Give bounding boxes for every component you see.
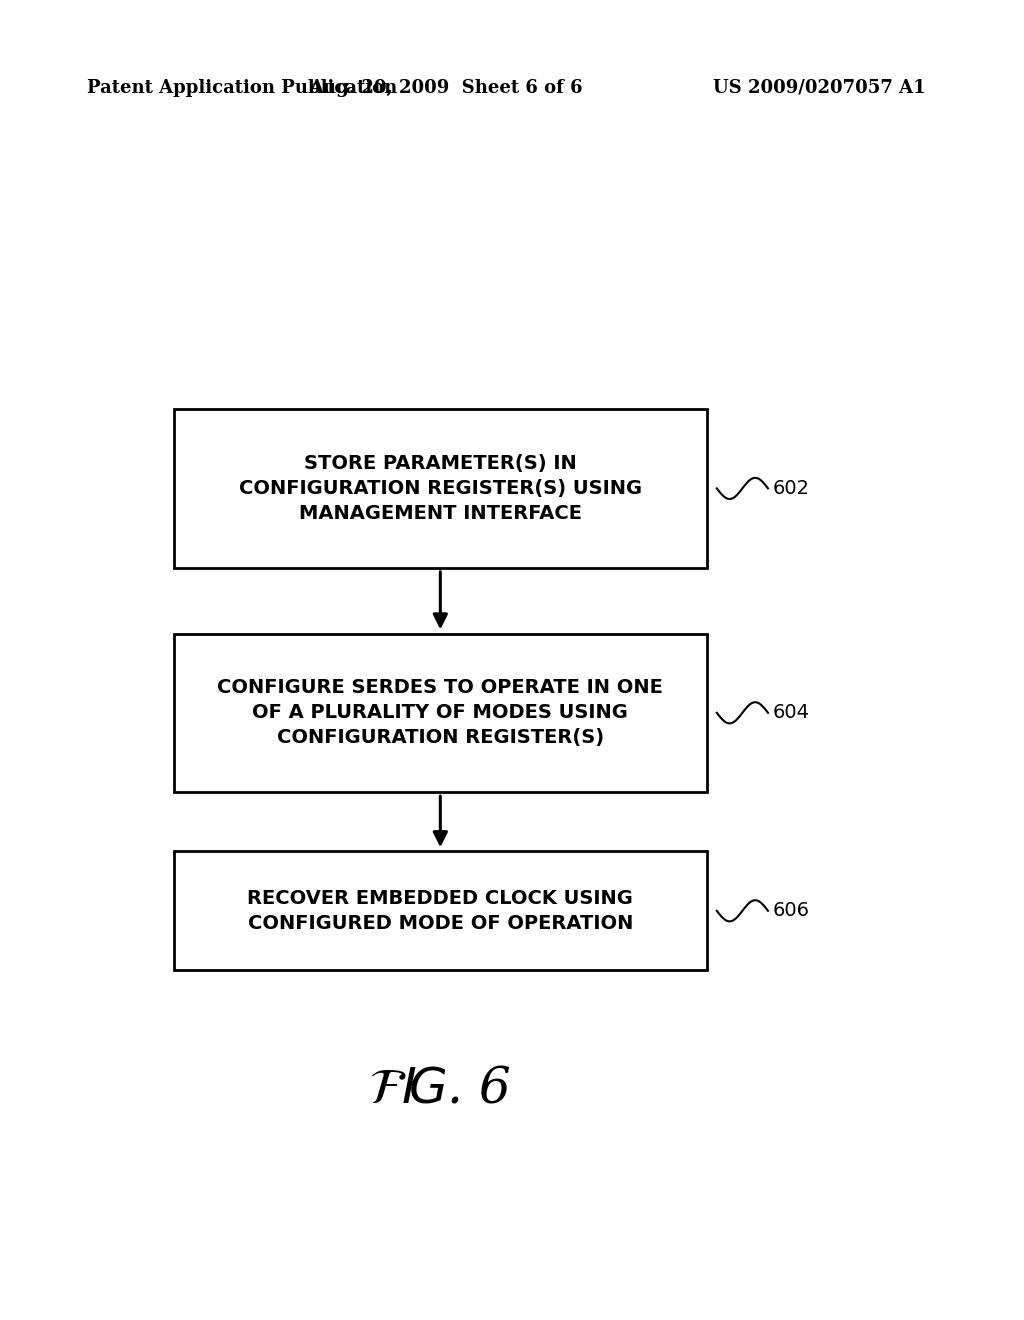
Text: $\mathcal{F}$$I\!G$. 6: $\mathcal{F}$$I\!G$. 6 bbox=[370, 1064, 511, 1114]
Text: 606: 606 bbox=[773, 902, 810, 920]
Bar bbox=[174, 409, 707, 568]
Text: CONFIGURE SERDES TO OPERATE IN ONE
OF A PLURALITY OF MODES USING
CONFIGURATION R: CONFIGURE SERDES TO OPERATE IN ONE OF A … bbox=[217, 678, 664, 747]
Bar bbox=[174, 634, 707, 792]
Text: STORE PARAMETER(S) IN
CONFIGURATION REGISTER(S) USING
MANAGEMENT INTERFACE: STORE PARAMETER(S) IN CONFIGURATION REGI… bbox=[239, 454, 642, 523]
Text: US 2009/0207057 A1: US 2009/0207057 A1 bbox=[713, 79, 926, 96]
Text: 602: 602 bbox=[773, 479, 810, 498]
Text: Aug. 20, 2009  Sheet 6 of 6: Aug. 20, 2009 Sheet 6 of 6 bbox=[308, 79, 583, 96]
Text: 604: 604 bbox=[773, 704, 810, 722]
Text: Patent Application Publication: Patent Application Publication bbox=[87, 79, 397, 96]
Bar bbox=[174, 851, 707, 970]
Text: RECOVER EMBEDDED CLOCK USING
CONFIGURED MODE OF OPERATION: RECOVER EMBEDDED CLOCK USING CONFIGURED … bbox=[248, 888, 633, 933]
